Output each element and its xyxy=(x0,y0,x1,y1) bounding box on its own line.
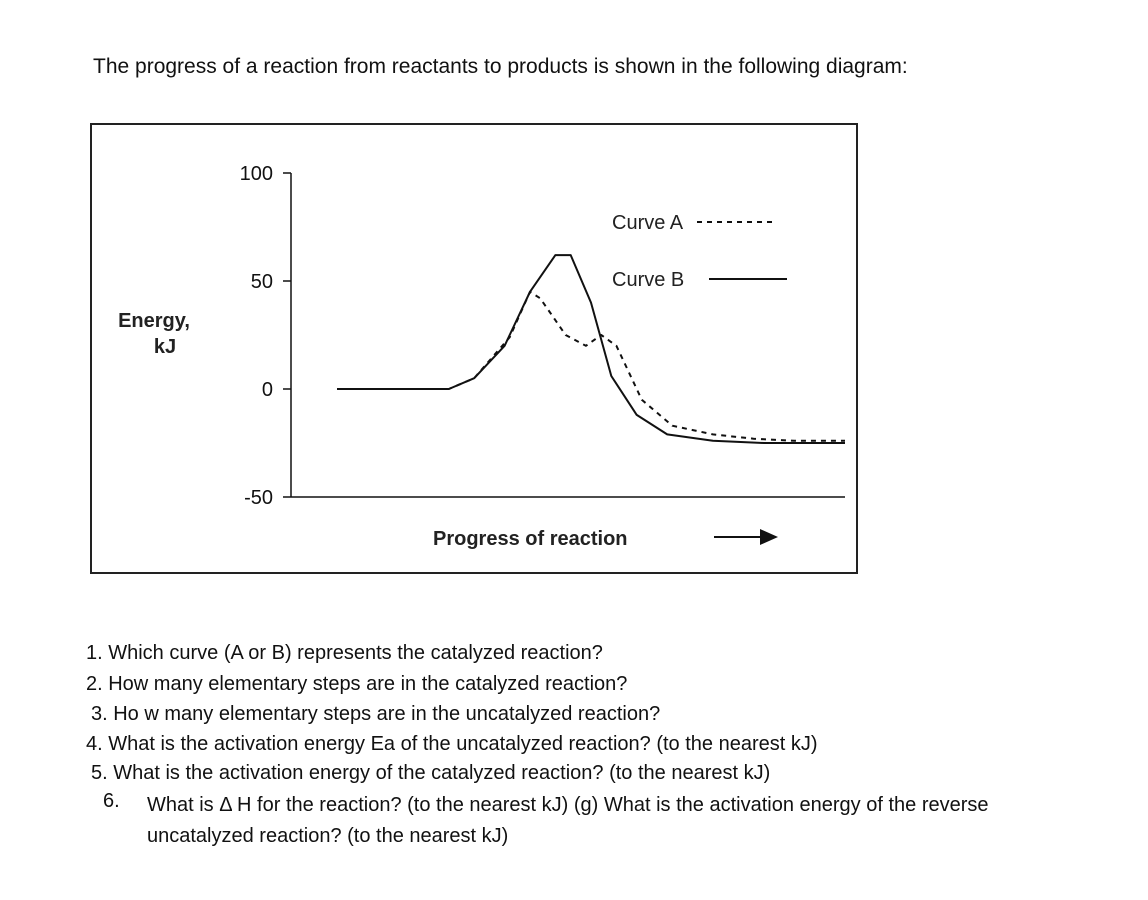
question-6-text: What is Δ H for the reaction? (to the ne… xyxy=(147,794,989,847)
legend-label: Curve A xyxy=(612,212,684,234)
legend-label: Curve B xyxy=(612,269,684,291)
y-tick-label: -50 xyxy=(244,487,273,509)
series-line-curve-b xyxy=(337,254,845,444)
y-tick-label: 0 xyxy=(262,379,273,401)
y-tick-label: 50 xyxy=(251,271,273,293)
series-line-curve-a xyxy=(337,290,845,442)
energy-diagram: 100 50 0 -50 Energy, kJ Progress of reaction Cu… xyxy=(118,163,845,550)
question-4: 4. What is the activation energy Ea of t… xyxy=(86,733,818,755)
question-3: 3. Ho w many elementary steps are in the… xyxy=(91,703,661,725)
energy-diagram-frame: 100 50 0 -50 Energy, kJ Progress of reaction Cu… xyxy=(90,123,858,574)
x-axis-label: Progress of reaction xyxy=(433,528,628,550)
question-1: 1. Which curve (A or B) represents the c… xyxy=(86,642,603,664)
intro-text: The progress of a reaction from reactant… xyxy=(93,55,908,78)
x-axis-arrow-head xyxy=(760,529,778,545)
question-6-number: 6. xyxy=(103,790,120,812)
question-2: 2. How many elementary steps are in the … xyxy=(86,673,628,695)
question-5: 5. What is the activation energy of the … xyxy=(91,762,771,784)
y-axis-label: Energy, kJ xyxy=(118,310,190,358)
y-tick-label: 100 xyxy=(240,163,273,185)
